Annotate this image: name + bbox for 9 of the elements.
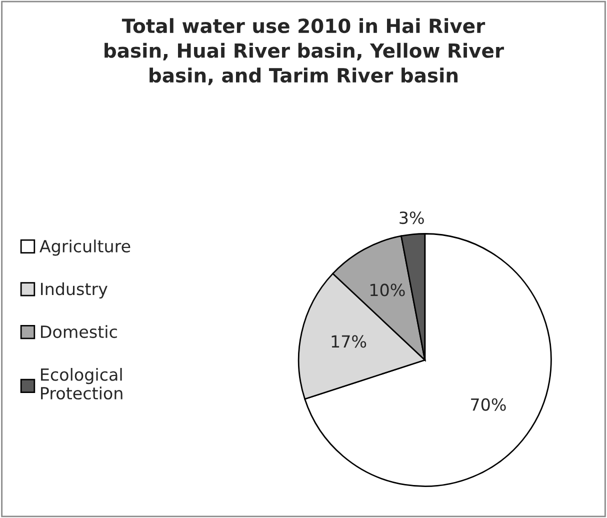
legend-label: Agriculture [40,240,130,256]
chart-title: Total water use 2010 in Hai River basin, Huai River basin, Yellow River basin, and Tarim River basin [104,18,504,86]
legend-label: Ecological Protection [41,368,122,400]
data-label: 10% [370,284,405,296]
legend-label: Domestic [41,325,117,338]
legend-label: Industry [41,282,108,298]
data-label: 17% [332,335,366,348]
data-label: 70% [471,398,506,411]
data-label: 3% [400,211,424,224]
